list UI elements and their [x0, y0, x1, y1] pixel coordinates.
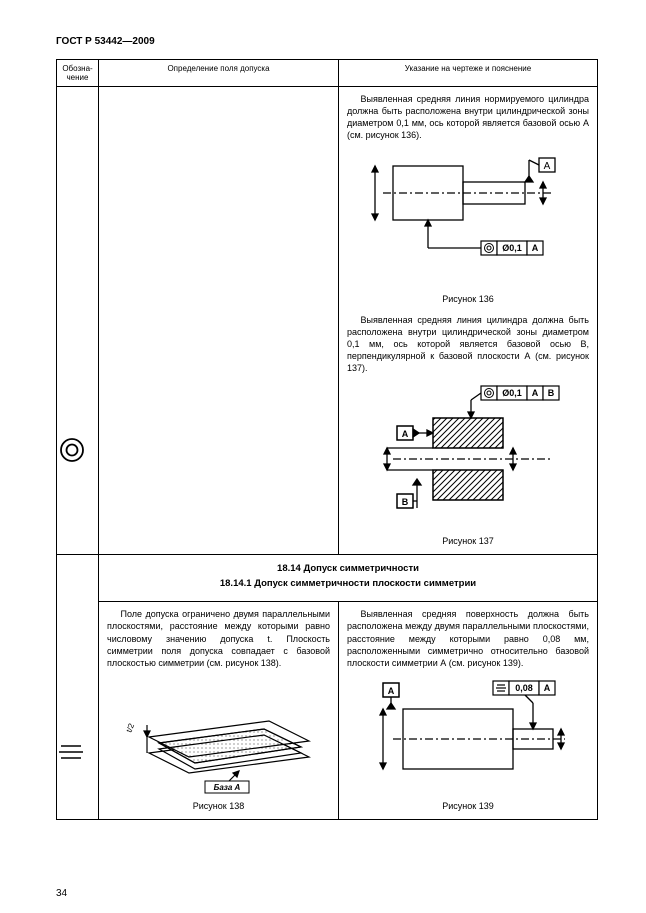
- svg-text:B: B: [548, 388, 555, 398]
- document-id: ГОСТ Р 53442—2009: [56, 36, 598, 47]
- table-header-row: Обозна- чение Определение поля допуска У…: [57, 60, 598, 87]
- caption-136: Рисунок 136: [347, 294, 589, 304]
- svg-text:B: B: [402, 497, 409, 507]
- coaxiality-icon: [58, 436, 86, 464]
- svg-text:0,08: 0,08: [515, 683, 533, 693]
- caption-137: Рисунок 137: [347, 536, 589, 546]
- figure-139: 0,08 A: [353, 675, 583, 795]
- fcf-137: Ø0,1 A B: [481, 386, 559, 400]
- header-col1-text: Обозна- чение: [62, 64, 92, 82]
- para-138: Поле допуска ограничено двумя параллельн…: [107, 608, 330, 669]
- symbol-cell-symmetry: [57, 555, 99, 820]
- para-137: Выявленная средняя линия цилиндра должна…: [347, 314, 589, 375]
- fcf-136: Ø0,1 A: [481, 241, 543, 255]
- svg-text:Ø0,1: Ø0,1: [502, 388, 522, 398]
- para-139: Выявленная средняя поверхность должна бы…: [347, 608, 589, 669]
- explanation-cell-1: Выявленная средняя линия нормируемого ци…: [339, 87, 598, 555]
- para-136: Выявленная средняя линия нормируемого ци…: [347, 93, 589, 142]
- section-header-cell: 18.14 Допуск симметричности 18.14.1 Допу…: [99, 555, 598, 602]
- header-col3: Указание на чертеже и пояснение: [339, 60, 598, 87]
- figure-137: Ø0,1 A B: [353, 380, 583, 530]
- figure-138: t/2 База А: [109, 675, 329, 795]
- caption-138: Рисунок 138: [107, 801, 330, 811]
- svg-text:Ø0,1: Ø0,1: [502, 243, 522, 253]
- svg-text:A: A: [544, 161, 551, 172]
- page-number: 34: [56, 888, 67, 899]
- table-row: Поле допуска ограничено двумя параллельн…: [57, 602, 598, 820]
- table-row: Выявленная средняя линия нормируемого ци…: [57, 87, 598, 555]
- definition-cell-1: [99, 87, 339, 555]
- definition-cell-2: Поле допуска ограничено двумя параллельн…: [99, 602, 339, 820]
- symbol-cell-coaxiality: [57, 87, 99, 555]
- header-col1: Обозна- чение: [57, 60, 99, 87]
- header-col2: Определение поля допуска: [99, 60, 339, 87]
- figure-136: A: [353, 148, 583, 288]
- svg-text:A: A: [532, 388, 539, 398]
- section-title: 18.14 Допуск симметричности: [107, 563, 589, 574]
- symmetry-icon: [58, 742, 84, 762]
- page: ГОСТ Р 53442—2009 Обозна- чение Определе…: [0, 0, 646, 913]
- svg-text:A: A: [544, 683, 551, 693]
- svg-text:A: A: [532, 243, 539, 253]
- svg-text:A: A: [388, 686, 395, 696]
- caption-139: Рисунок 139: [347, 801, 589, 811]
- svg-text:t/2: t/2: [124, 722, 136, 734]
- main-table: Обозна- чение Определение поля допуска У…: [56, 59, 598, 820]
- subsection-title: 18.14.1 Допуск симметричности плоскости …: [107, 578, 589, 589]
- svg-text:A: A: [402, 429, 409, 439]
- explanation-cell-2: Выявленная средняя поверхность должна бы…: [339, 602, 598, 820]
- fcf-139: 0,08 A: [493, 681, 555, 695]
- svg-text:База А: База А: [213, 783, 240, 792]
- table-row-section: 18.14 Допуск симметричности 18.14.1 Допу…: [57, 555, 598, 602]
